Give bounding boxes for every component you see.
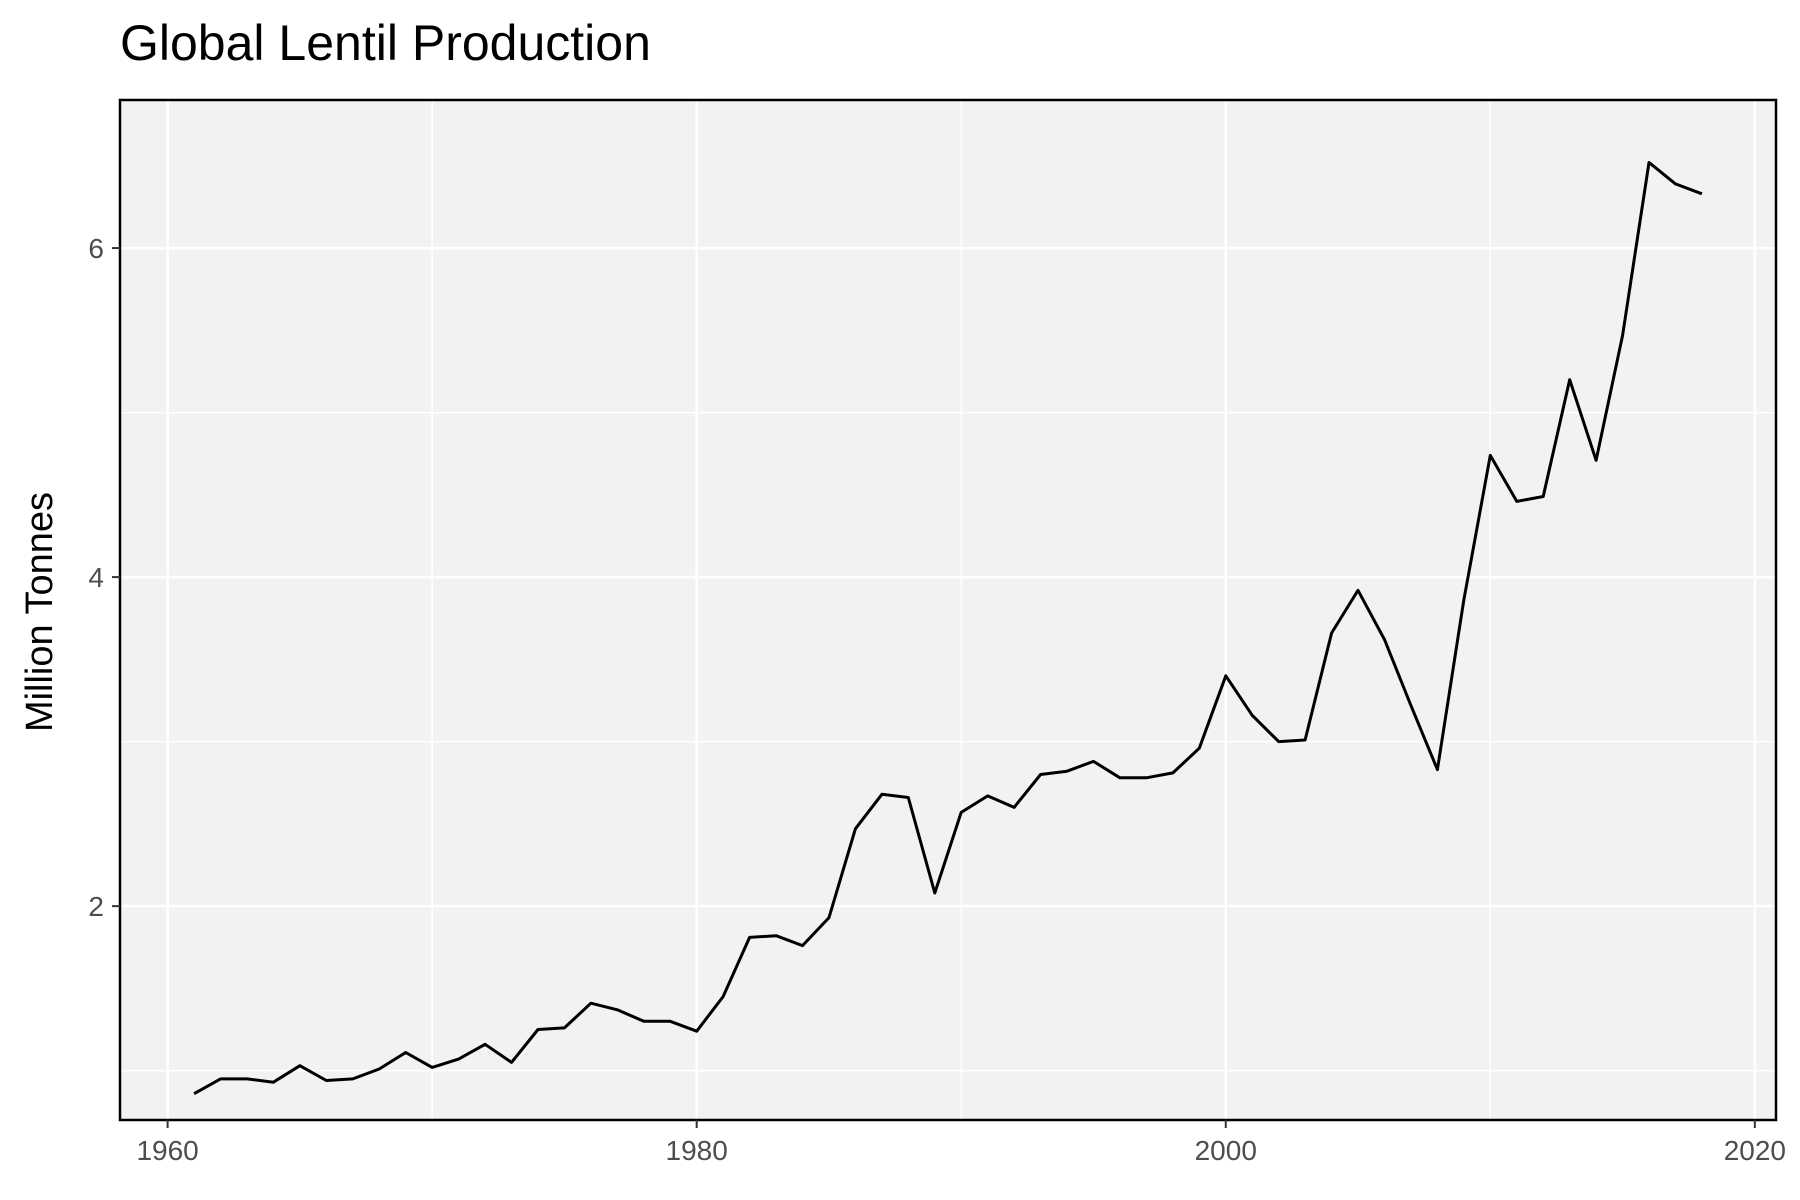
y-axis-title: Million Tonnes [19, 492, 61, 732]
y-axis: 2 4 6 [88, 233, 120, 922]
x-tick-label: 1960 [136, 1135, 198, 1166]
y-tick-label: 2 [88, 891, 104, 922]
plot-panel [120, 100, 1776, 1120]
x-tick-label: 1980 [666, 1135, 728, 1166]
x-tick-label: 2000 [1195, 1135, 1257, 1166]
plot-border [118, 98, 1778, 1122]
y-tick-label: 6 [88, 233, 104, 264]
series-line [193, 161, 1703, 1096]
y-tick-label: 4 [88, 562, 104, 593]
minor-gridlines [120, 100, 1776, 1120]
x-axis: 1960 1980 2000 2020 [136, 1120, 1786, 1166]
chart-title: Global Lentil Production [120, 15, 651, 71]
major-gridlines [120, 100, 1776, 1120]
x-tick-label: 2020 [1724, 1135, 1786, 1166]
